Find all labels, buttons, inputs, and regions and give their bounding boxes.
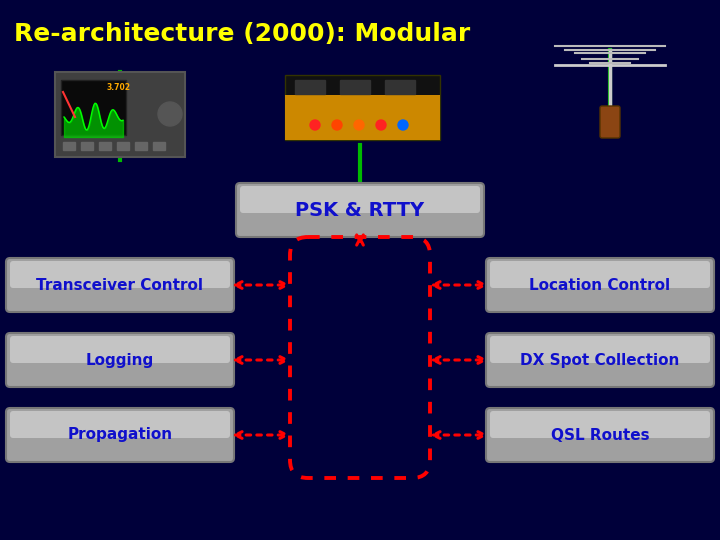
Text: Re-architecture (2000): Modular: Re-architecture (2000): Modular: [14, 22, 470, 46]
FancyBboxPatch shape: [600, 106, 620, 138]
FancyBboxPatch shape: [10, 261, 230, 288]
FancyBboxPatch shape: [10, 411, 230, 438]
Circle shape: [332, 120, 342, 130]
FancyBboxPatch shape: [240, 186, 480, 213]
Circle shape: [398, 120, 408, 130]
FancyBboxPatch shape: [486, 258, 714, 312]
Bar: [153, 142, 165, 150]
FancyBboxPatch shape: [490, 411, 710, 438]
FancyBboxPatch shape: [6, 333, 234, 387]
Text: 3.702: 3.702: [107, 83, 131, 92]
Bar: [295, 80, 325, 94]
FancyBboxPatch shape: [486, 333, 714, 387]
Bar: [81, 142, 93, 150]
Bar: [99, 142, 111, 150]
Text: Logging: Logging: [86, 353, 154, 368]
Bar: [385, 80, 415, 94]
Bar: [117, 142, 129, 150]
Text: Transceiver Control: Transceiver Control: [37, 278, 204, 293]
FancyBboxPatch shape: [10, 336, 230, 363]
Text: Propagation: Propagation: [68, 428, 173, 442]
Circle shape: [158, 102, 182, 126]
Text: QSL Routes: QSL Routes: [551, 428, 649, 442]
FancyBboxPatch shape: [236, 183, 484, 237]
Bar: [135, 142, 147, 150]
FancyBboxPatch shape: [285, 75, 440, 140]
FancyBboxPatch shape: [486, 408, 714, 462]
Text: Location Control: Location Control: [529, 278, 670, 293]
FancyBboxPatch shape: [490, 336, 710, 363]
Circle shape: [376, 120, 386, 130]
Circle shape: [354, 120, 364, 130]
FancyBboxPatch shape: [490, 261, 710, 288]
Circle shape: [310, 120, 320, 130]
FancyBboxPatch shape: [55, 72, 185, 157]
Text: DX Spot Collection: DX Spot Collection: [521, 353, 680, 368]
Bar: [63, 142, 75, 150]
Bar: [340, 80, 370, 94]
FancyBboxPatch shape: [61, 80, 126, 135]
FancyBboxPatch shape: [285, 95, 440, 140]
FancyBboxPatch shape: [6, 258, 234, 312]
Text: PSK & RTTY: PSK & RTTY: [295, 200, 425, 219]
FancyBboxPatch shape: [6, 408, 234, 462]
